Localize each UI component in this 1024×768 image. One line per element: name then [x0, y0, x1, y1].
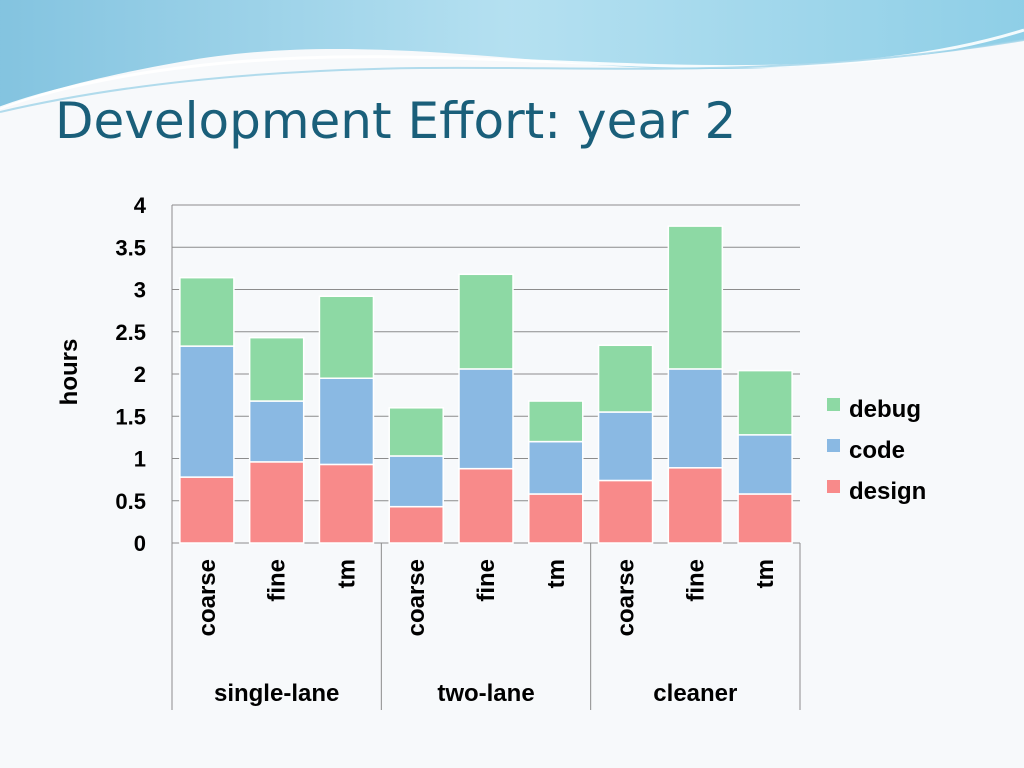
- x-tick-label: coarse: [403, 559, 430, 636]
- bar-segment-design: [737, 493, 793, 544]
- bars: [179, 225, 793, 544]
- bar-segment-code: [667, 368, 724, 469]
- bar-segment-code: [248, 400, 305, 463]
- legend: debug code design: [827, 396, 926, 505]
- bar-segment-debug: [179, 276, 235, 347]
- bar-segment-design: [597, 479, 654, 544]
- bar-segment-design: [179, 476, 235, 544]
- bar-segment-code: [458, 368, 514, 470]
- bar-segment-design: [388, 505, 444, 544]
- bar-segment-code: [388, 455, 444, 508]
- x-tick-label: tm: [333, 559, 360, 588]
- bar-segment-debug: [248, 336, 305, 402]
- y-tick-label: 1: [134, 447, 146, 472]
- bar-segment-debug: [388, 407, 444, 457]
- y-tick-label: 2.5: [115, 320, 146, 345]
- legend-swatch-debug: [827, 398, 840, 411]
- x-tick-label: fine: [264, 559, 291, 602]
- bar-segment-code: [737, 434, 793, 495]
- group-label: cleaner: [653, 680, 737, 707]
- x-tick-label: fine: [682, 559, 709, 602]
- bar-segment-design: [248, 461, 305, 544]
- bar-segment-design: [667, 467, 724, 544]
- y-tick-label: 3.5: [115, 235, 146, 260]
- legend-label-design: design: [849, 478, 926, 505]
- bar-segment-debug: [667, 225, 724, 370]
- y-tick-label: 4: [134, 193, 147, 218]
- bar-segment-debug: [737, 369, 793, 436]
- y-tick-label: 1.5: [115, 404, 146, 429]
- y-tick-label: 0: [134, 531, 146, 556]
- bar-segment-code: [318, 377, 375, 466]
- slide-title: Development Effort: year 2: [55, 92, 737, 150]
- x-tick-label: coarse: [613, 559, 640, 636]
- x-tick-label: tm: [752, 559, 779, 588]
- header-wave-decoration: [0, 0, 1024, 113]
- x-tick-label: fine: [473, 559, 500, 602]
- bar-segment-design: [528, 493, 584, 544]
- y-tick-label: 3: [134, 278, 146, 303]
- y-tick-label: 2: [134, 362, 146, 387]
- bar-segment-debug: [458, 273, 514, 370]
- group-label: single-lane: [214, 680, 339, 707]
- axes: 0 0.5 1 1.5 2 2.5 3 3.5 4 hours coarse fine tm coarse…: [56, 193, 801, 710]
- x-tick-label: tm: [543, 559, 570, 588]
- bar-segment-code: [597, 411, 654, 482]
- group-label: two-lane: [437, 680, 534, 707]
- legend-label-code: code: [849, 437, 905, 464]
- legend-label-debug: debug: [849, 396, 921, 423]
- bar-segment-debug: [528, 400, 584, 443]
- x-tick-label: coarse: [194, 559, 221, 636]
- y-axis-title: hours: [56, 339, 83, 406]
- bar-segment-debug: [318, 295, 375, 379]
- bar-segment-debug: [597, 344, 654, 413]
- bar-segment-design: [458, 467, 514, 544]
- y-tick-label: 0.5: [115, 489, 146, 514]
- bar-segment-code: [528, 440, 584, 495]
- legend-swatch-code: [827, 439, 840, 452]
- bar-segment-code: [179, 345, 235, 478]
- legend-swatch-design: [827, 480, 840, 493]
- bar-segment-design: [318, 463, 375, 544]
